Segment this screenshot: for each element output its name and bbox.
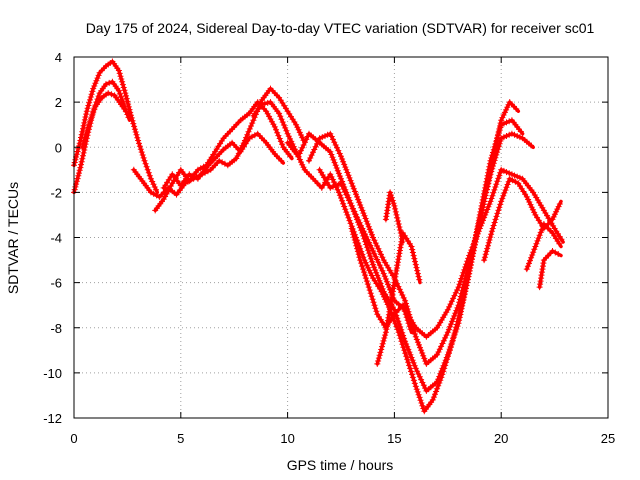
series-markers xyxy=(316,166,565,340)
chart-title: Day 175 of 2024, Sidereal Day-to-day VTE… xyxy=(86,20,595,36)
y-tick-label: -8 xyxy=(50,321,62,336)
series-track-13 xyxy=(382,189,406,244)
series-track-3 xyxy=(79,90,130,151)
series-markers xyxy=(382,189,406,242)
y-tick-label: -2 xyxy=(50,185,62,200)
series-markers xyxy=(374,230,423,367)
series-track-5 xyxy=(152,99,294,214)
series-markers xyxy=(71,58,159,193)
series-track-10 xyxy=(316,166,565,340)
series-track-14 xyxy=(481,175,563,264)
x-tick-label: 20 xyxy=(494,431,508,446)
series-line xyxy=(72,59,160,195)
series-markers xyxy=(481,175,563,264)
series-markers xyxy=(152,99,294,214)
series-track-12 xyxy=(374,230,423,367)
x-tick-label: 10 xyxy=(280,431,294,446)
y-tick-label: 4 xyxy=(55,50,62,65)
series-line xyxy=(161,131,286,190)
x-axis-label: GPS time / hours xyxy=(287,457,394,473)
y-tick-label: 0 xyxy=(55,140,62,155)
series-track-16 xyxy=(536,248,563,291)
data-series xyxy=(71,58,565,415)
series-markers xyxy=(523,221,563,273)
series-track-1 xyxy=(71,58,160,195)
series-markers xyxy=(306,130,535,367)
x-tick-label: 25 xyxy=(601,431,615,446)
grid-lines xyxy=(74,57,608,418)
series-track-6 xyxy=(160,130,286,191)
y-tick-label: -12 xyxy=(43,411,62,426)
x-tick-label: 15 xyxy=(387,431,401,446)
x-tick-label: 5 xyxy=(177,431,184,446)
y-axis-label: SDTVAR / TECUs xyxy=(5,182,21,294)
series-markers xyxy=(79,90,129,151)
series-line xyxy=(307,131,535,366)
x-tick-label: 0 xyxy=(70,431,77,446)
y-tick-label: 2 xyxy=(55,95,62,110)
series-track-15 xyxy=(523,221,563,273)
series-markers xyxy=(536,248,562,291)
y-tick-label: -4 xyxy=(50,231,62,246)
series-track-9 xyxy=(306,130,535,367)
y-axis-ticks: 4 2 0 -2 -4 -6 -8 -10 -12 xyxy=(43,50,608,426)
series-markers xyxy=(160,130,285,191)
x-axis-ticks: 0 5 10 15 20 25 xyxy=(70,57,615,446)
y-tick-label: -10 xyxy=(43,366,62,381)
y-tick-label: -6 xyxy=(50,276,62,291)
